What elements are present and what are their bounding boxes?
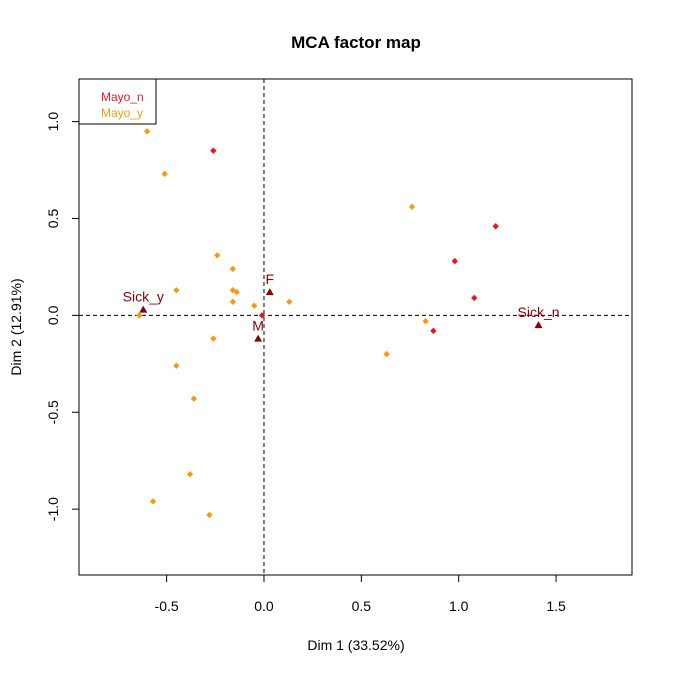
category-label-sick-n: Sick_n <box>518 304 560 320</box>
legend: Mayo_n Mayo_y <box>78 78 157 125</box>
x-tick-label: -0.5 <box>155 598 179 614</box>
chart-title: MCA factor map <box>291 33 421 52</box>
x-axis: -0.5 0.0 0.5 1.0 1.5 <box>155 574 566 614</box>
y-tick-label: -1.0 <box>45 497 61 521</box>
x-tick-label: 1.5 <box>546 598 566 614</box>
category-point-sick-n <box>534 321 543 329</box>
legend-box <box>78 78 157 125</box>
category-point-f <box>265 288 274 296</box>
point-mayo-y <box>190 395 198 402</box>
category-label-f: F <box>266 271 275 287</box>
point-mayo-y <box>161 170 168 178</box>
category-label-m: M <box>252 318 264 334</box>
point-mayo-y <box>173 362 180 369</box>
individual-points <box>136 128 499 519</box>
point-mayo-y <box>210 335 217 342</box>
point-mayo-y <box>143 128 151 135</box>
point-mayo-n <box>451 257 459 265</box>
y-axis-label: Dim 2 (12.91%) <box>8 278 24 375</box>
x-tick-label: 0.5 <box>352 598 372 614</box>
point-mayo-y <box>422 317 429 325</box>
y-axis: -1.0 -0.5 0.0 0.5 1.0 <box>45 112 80 521</box>
point-mayo-y <box>136 312 143 319</box>
point-mayo-y <box>251 302 258 309</box>
y-tick-label: -0.5 <box>45 400 61 424</box>
point-mayo-y <box>149 498 157 505</box>
point-mayo-n <box>430 327 437 335</box>
point-mayo-y <box>408 203 416 211</box>
category-point-sick-y <box>139 305 148 313</box>
point-mayo-y <box>229 265 237 273</box>
legend-item-mayo-y: Mayo_y <box>101 106 143 120</box>
legend-item-mayo-n: Mayo_n <box>101 90 144 104</box>
point-mayo-n <box>210 147 217 154</box>
y-tick-label: 0.5 <box>45 209 61 229</box>
y-tick-label: 0.0 <box>45 305 61 325</box>
point-mayo-y <box>286 298 293 306</box>
point-mayo-y <box>383 350 390 358</box>
x-axis-label: Dim 1 (33.52%) <box>307 637 404 653</box>
category-label-sick-y: Sick_y <box>123 289 164 305</box>
point-mayo-y <box>173 286 180 294</box>
point-mayo-y <box>186 471 194 478</box>
x-tick-label: 0.0 <box>254 598 274 614</box>
point-mayo-y <box>214 252 221 259</box>
point-mayo-y <box>229 298 237 306</box>
point-mayo-y <box>233 288 240 296</box>
point-mayo-y <box>206 511 213 519</box>
reference-lines <box>79 79 632 575</box>
plot-frame <box>78 78 633 576</box>
x-tick-label: 1.0 <box>449 598 469 614</box>
category-point-m <box>254 334 263 342</box>
point-mayo-n <box>492 223 499 230</box>
category-points: Sick_y Sick_n F M <box>123 271 560 342</box>
y-tick-label: 1.0 <box>45 112 61 132</box>
point-mayo-n <box>471 294 478 302</box>
point-mayo-n <box>258 312 266 319</box>
